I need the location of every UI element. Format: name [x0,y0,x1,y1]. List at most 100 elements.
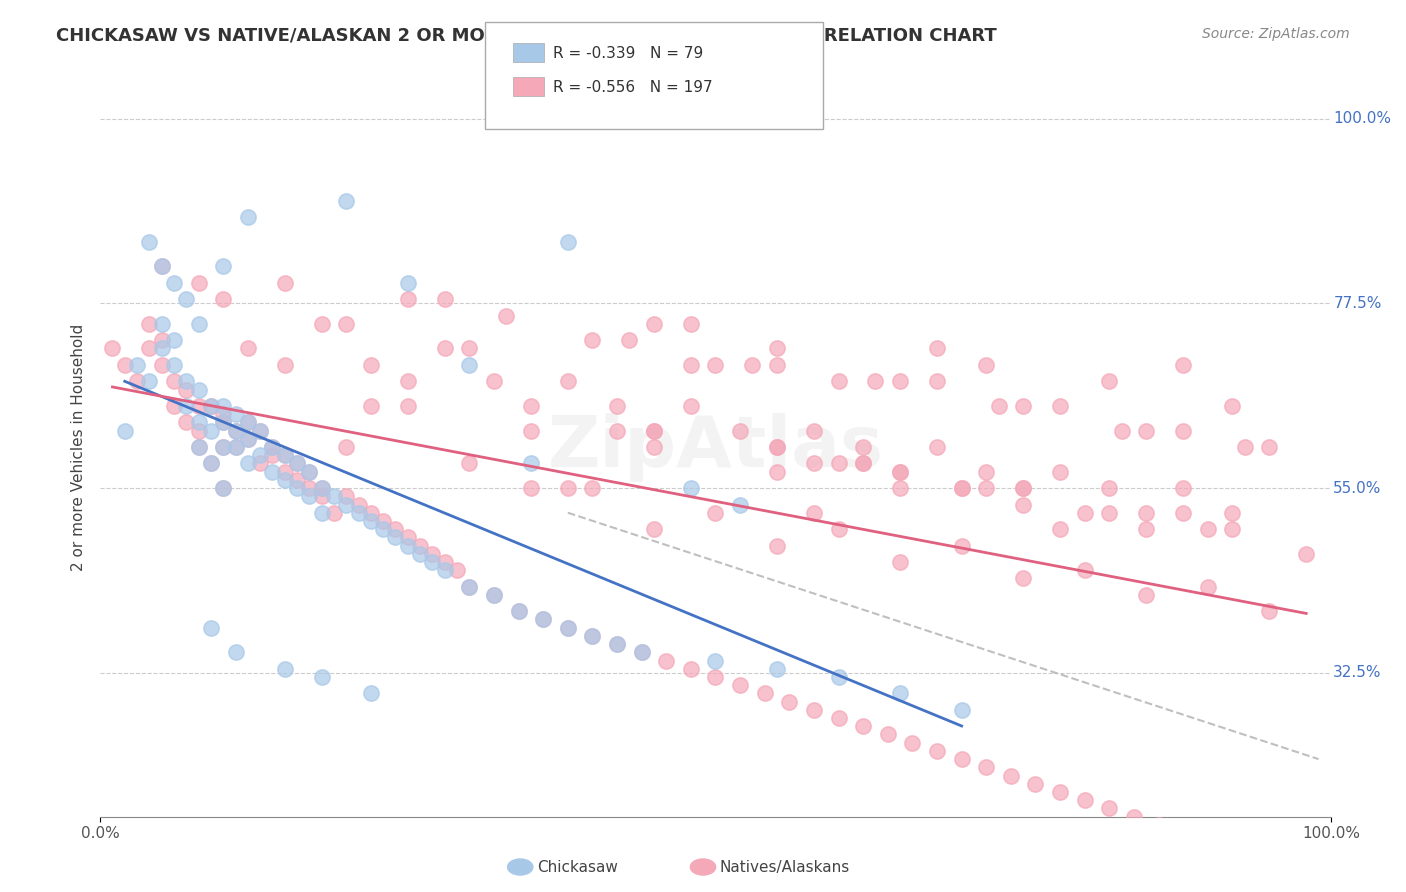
Point [1111,424,1133,438]
Point [925,374,948,388]
Point [704,358,727,372]
Point [766,358,789,372]
Point [1258,440,1281,454]
Point [323,489,346,503]
Point [335,489,357,503]
Point [1073,793,1095,807]
Point [262,440,284,454]
Point [925,744,948,758]
Point [1222,522,1244,536]
Point [803,457,825,471]
Point [212,416,235,430]
Point [1049,399,1071,413]
Point [274,662,297,676]
Point [852,457,875,471]
Point [360,506,382,520]
Point [212,407,235,421]
Point [852,440,875,454]
Point [458,457,481,471]
Point [187,383,209,397]
Point [655,654,678,668]
Point [974,465,997,479]
Point [754,686,776,700]
Point [285,457,308,471]
Point [285,481,308,495]
Point [262,465,284,479]
Point [150,342,173,356]
Point [274,276,297,290]
Point [1049,465,1071,479]
Point [347,498,370,512]
Point [974,481,997,495]
Point [741,358,763,372]
Point [852,719,875,733]
Point [409,547,432,561]
Point [1197,834,1219,848]
Point [224,440,246,454]
Point [274,473,297,487]
Point [187,440,209,454]
Point [827,374,849,388]
Point [606,399,628,413]
Point [138,374,160,388]
Point [396,530,419,544]
Point [187,424,209,438]
Point [520,481,543,495]
Point [1098,481,1121,495]
Point [1171,358,1194,372]
Point [249,457,271,471]
Point [163,399,186,413]
Point [508,604,530,618]
Point [679,358,702,372]
Point [679,481,702,495]
Point [373,522,395,536]
Point [1135,522,1157,536]
Point [1197,522,1219,536]
Point [200,424,222,438]
Point [187,317,209,331]
Point [360,514,382,528]
Point [274,358,297,372]
Point [925,342,948,356]
Point [876,727,898,741]
Point [150,260,173,274]
Point [138,235,160,249]
Point [187,399,209,413]
Point [520,424,543,438]
Point [262,440,284,454]
Point [889,555,911,569]
Point [1222,506,1244,520]
Point [827,457,849,471]
Point [114,424,136,438]
Point [704,654,727,668]
Point [901,736,924,750]
Point [335,317,357,331]
Text: 32.5%: 32.5% [1333,665,1382,681]
Point [433,292,456,306]
Point [766,539,789,553]
Point [174,292,197,306]
Point [212,399,235,413]
Point [174,374,197,388]
Point [679,662,702,676]
Point [1135,424,1157,438]
Point [1233,440,1256,454]
Point [630,645,652,659]
Point [311,481,333,495]
Point [360,686,382,700]
Point [409,539,432,553]
Point [1049,785,1071,799]
Point [1171,826,1194,840]
Point [1171,506,1194,520]
Point [482,374,505,388]
Point [458,342,481,356]
Point [557,374,579,388]
Point [274,448,297,462]
Text: 77.5%: 77.5% [1333,296,1382,310]
Point [163,333,186,347]
Point [236,432,259,446]
Point [298,465,321,479]
Point [212,292,235,306]
Point [1098,506,1121,520]
Point [1171,424,1194,438]
